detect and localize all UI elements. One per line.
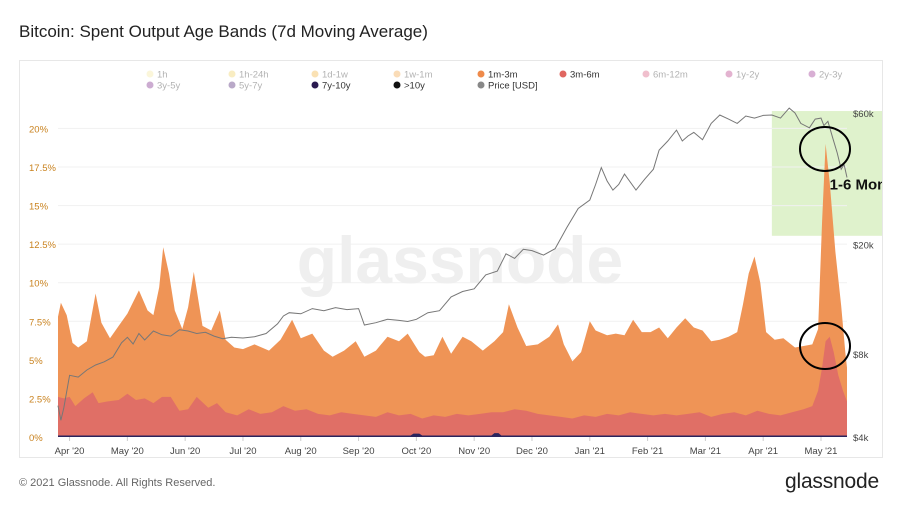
chart-title: Bitcoin: Spent Output Age Bands (7d Movi… [19,22,428,41]
y-left-tick: 5% [29,356,43,367]
x-axis: Apr '20 May '20 Jun '20 Jul '20 Aug '20 Sep '… [55,437,838,457]
highlight-layer [771,111,900,236]
x-tick-label: Sep '20 [343,446,375,457]
annotation-label: 1-6 Months old [830,177,882,194]
x-tick-label: Aug '20 [285,446,317,457]
legend-item: 3m-6m [559,70,600,81]
legend-item: 6m-12m [642,70,688,81]
legend-label: 1d-1w [322,70,348,81]
y-right-tick: $4k [853,433,869,444]
legend-label: 3y-5y [157,81,180,92]
legend-label: 1h [157,70,168,81]
y-left-tick: 15% [29,202,49,213]
x-tick-label: Nov '20 [458,446,490,457]
area-7y-10y [58,433,847,437]
legend-label: 1m-3m [488,70,518,81]
legend-label: 7y-10y [322,81,351,92]
legend-swatch [146,70,154,78]
y-left-tick: 10% [29,279,49,290]
x-tick-label: Mar '21 [690,446,721,457]
legend: 1h 1h-24h 1d-1w 1w-1m 1m-3m 3m-6m 6m-12m 1y-2y 2… [146,70,842,92]
y-axis-left: 0% 2.5% 5% 7.5% 10% 12.5% 15% 17.5% 20% [29,124,56,444]
highlight-circle-price [799,126,851,172]
price-line [57,107,848,421]
y-left-tick: 17.5% [29,163,56,174]
legend-swatch [146,81,154,89]
legend-item: 1d-1w [311,70,348,81]
x-tick-label: Oct '20 [401,446,431,457]
legend-swatch [228,81,236,89]
legend-item: 5y-7y [228,81,262,92]
x-tick-label: Feb '21 [632,446,663,457]
highlight-circle-band [799,322,851,370]
price-series [57,107,848,421]
legend-swatch [228,70,236,78]
x-tick-label: Dec '20 [516,446,548,457]
legend-swatch [393,70,401,78]
legend-label: 1w-1m [404,70,433,81]
legend-label: 3m-6m [570,70,600,81]
highlight-box [771,111,900,236]
legend-swatch [393,81,401,89]
legend-item: >10y [393,81,425,92]
legend-item: 1h-24h [228,70,269,81]
x-tick-label: Jul '20 [229,446,256,457]
area-3m-6m [58,336,847,437]
y-right-tick: $60k [853,109,874,120]
legend-item: 1m-3m [477,70,518,81]
footer-copyright: © 2021 Glassnode. All Rights Reserved. [19,477,216,489]
legend-label: 6m-12m [653,70,688,81]
legend-item: 1y-2y [725,70,759,81]
legend-label: 2y-3y [819,70,842,81]
y-left-tick: 7.5% [29,317,51,328]
y-axis-right: $4k $8k $20k $60k [853,109,874,444]
area-series [58,143,847,437]
legend-label: 5y-7y [239,81,262,92]
x-tick-label: May '21 [805,446,838,457]
x-tick-label: Apr '20 [55,446,85,457]
y-left-tick: 2.5% [29,394,51,405]
legend-swatch [559,70,567,78]
legend-swatch [477,70,485,78]
legend-label: Price [USD] [488,81,538,92]
legend-swatch [725,70,733,78]
x-tick-label: Apr '21 [748,446,778,457]
legend-item: 1w-1m [393,70,433,81]
y-left-tick: 20% [29,124,49,135]
x-tick-label: Jan '21 [575,446,605,457]
y-right-tick: $20k [853,240,874,251]
legend-label: 1h-24h [239,70,269,81]
footer-logo: glassnode [785,470,879,493]
x-tick-label: Jun '20 [170,446,200,457]
chart-canvas: glassnode 1-6 Months old 0% 2.5% 5% 7.5% 10%… [29,70,900,457]
legend-swatch [311,70,319,78]
legend-item: 2y-3y [808,70,842,81]
legend-swatch [642,70,650,78]
legend-label: 1y-2y [736,70,759,81]
y-left-tick: 12.5% [29,240,56,251]
chart-frame: glassnode 1-6 Months old 0% 2.5% 5% 7.5% 10%… [19,60,900,458]
watermark: glassnode [297,223,623,297]
x-tick-label: May '20 [111,446,144,457]
y-right-tick: $8k [853,350,869,361]
y-left-tick: 0% [29,433,43,444]
legend-item: 1h [146,70,168,81]
legend-item: 3y-5y [146,81,180,92]
legend-item: Price [USD] [477,81,538,92]
legend-label: >10y [404,81,425,92]
legend-item: 7y-10y [311,81,351,92]
legend-swatch [311,81,319,89]
legend-swatch [477,81,485,89]
legend-swatch [808,70,816,78]
area-1m-3m [58,143,847,437]
